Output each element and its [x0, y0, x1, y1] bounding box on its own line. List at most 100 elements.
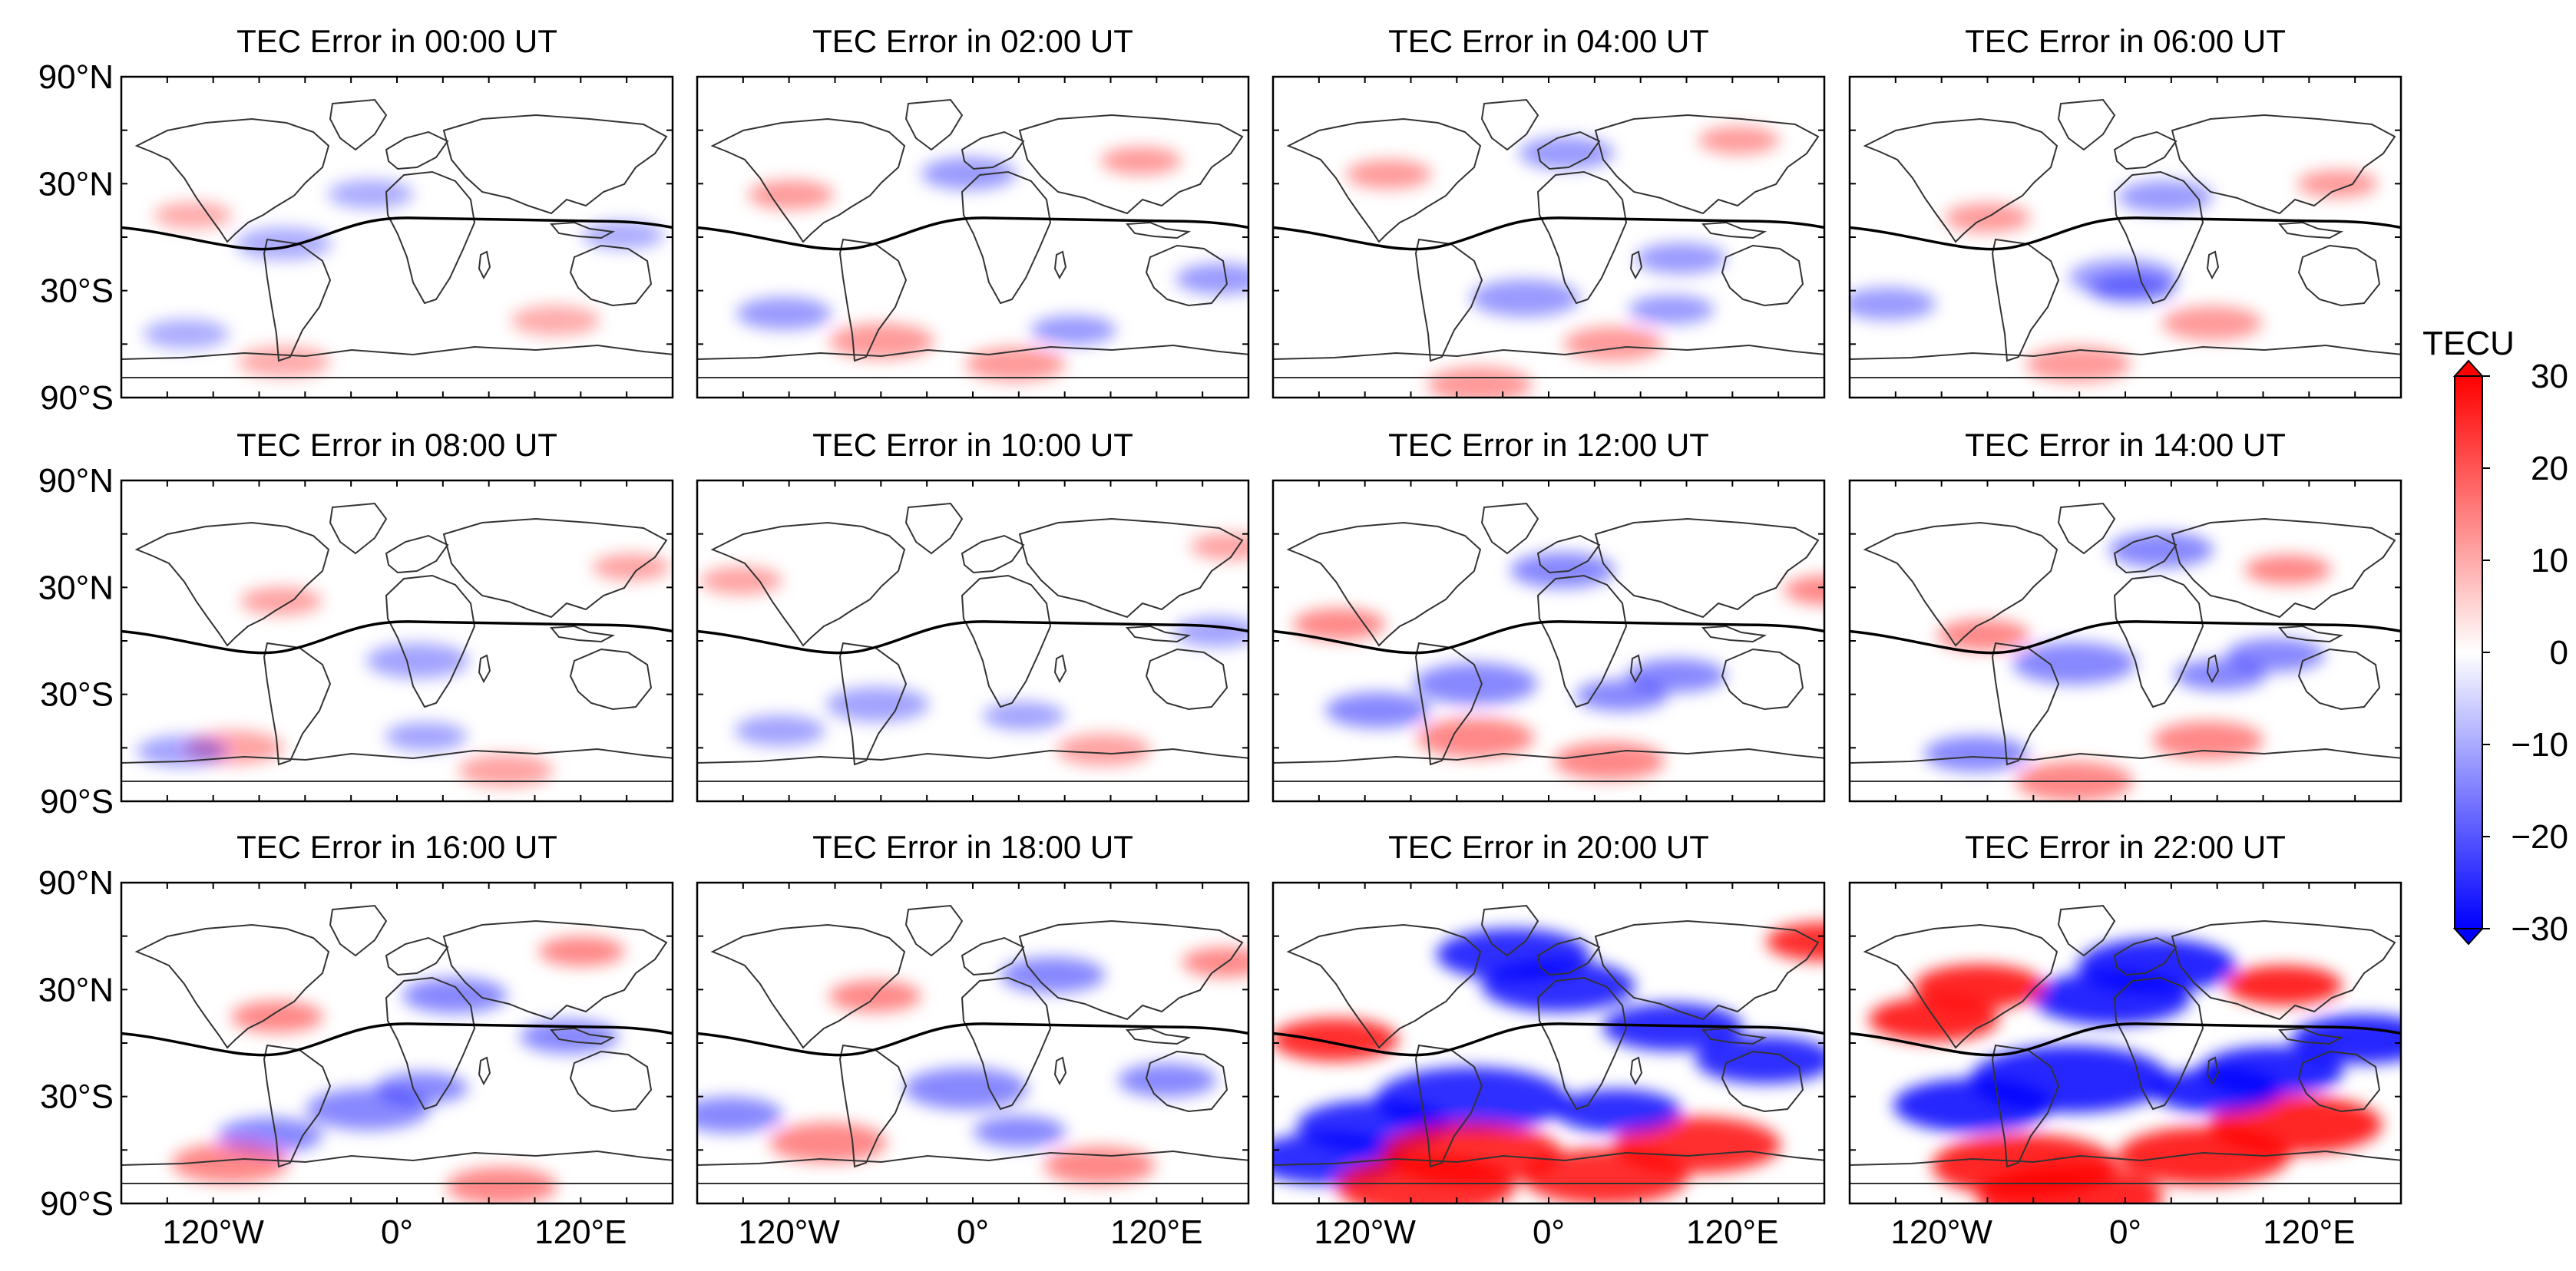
- panel-title: TEC Error in 20:00 UT: [1388, 829, 1709, 865]
- map-panels: TEC Error in 00:00 UT 90°N 30°N 30°S 90°S TEC…: [38, 23, 2402, 1251]
- error-blob: [1627, 659, 1727, 693]
- colorbar-tick-label: 10: [2531, 542, 2568, 579]
- y-tick-label: 30°S: [40, 676, 114, 714]
- x-tick-label: 120°E: [1686, 1213, 1778, 1251]
- y-tick-label: 90°S: [40, 1185, 114, 1223]
- x-tick-label: 0°: [1533, 1213, 1565, 1251]
- error-blob: [2226, 638, 2325, 672]
- error-blob: [1117, 1063, 1217, 1098]
- error-blob: [1043, 1146, 1156, 1185]
- error-blob: [1414, 662, 1538, 705]
- magnetic-equator-line: [1273, 1022, 1824, 1057]
- map-panel: TEC Error in 10:00 UT: [696, 427, 1250, 803]
- error-blob: [1522, 1148, 1688, 1203]
- magnetic-equator-line: [697, 1022, 1248, 1057]
- x-tick-label: 120°W: [1890, 1213, 1992, 1251]
- panel-title: TEC Error in 08:00 UT: [236, 427, 557, 463]
- error-blob: [1056, 733, 1152, 767]
- error-blob: [982, 702, 1065, 731]
- map-panel: TEC Error in 08:00 UT 90°N 30°N 30°S 90°S: [38, 427, 674, 820]
- error-field: [697, 947, 1248, 1185]
- error-blob: [1381, 1123, 1562, 1184]
- map-panel: TEC Error in 06:00 UT: [1848, 23, 2402, 399]
- error-blob: [965, 347, 1066, 381]
- panel-title: TEC Error in 10:00 UT: [812, 427, 1133, 463]
- map-panel: TEC Error in 00:00 UT 90°N 30°N 30°S 90°S: [38, 23, 674, 417]
- y-tick-label: 90°N: [38, 58, 114, 96]
- error-blob: [1346, 159, 1432, 190]
- error-blob: [699, 566, 782, 595]
- error-blob: [446, 1167, 557, 1203]
- error-blob: [2118, 180, 2214, 213]
- error-blob: [171, 1143, 289, 1184]
- error-field: [171, 936, 625, 1203]
- error-blob: [385, 722, 468, 751]
- error-blob: [1850, 287, 1936, 321]
- colorbar-tick-label: 30: [2531, 358, 2568, 395]
- error-blob: [769, 1122, 887, 1163]
- map-panel: TEC Error in 16:00 UT 90°N 30°N 30°S 90°S 120…: [38, 829, 674, 1251]
- error-blob: [1554, 1089, 1682, 1133]
- error-blob: [1913, 964, 2045, 1009]
- y-tick-label: 30°N: [38, 971, 114, 1009]
- error-blob: [1510, 552, 1615, 589]
- error-blob: [1629, 295, 1715, 325]
- error-blob: [1635, 243, 1727, 274]
- error-blob: [2244, 554, 2332, 585]
- error-blob: [1273, 1018, 1399, 1062]
- error-blob: [2161, 305, 2263, 341]
- map-panel: TEC Error in 04:00 UT: [1271, 23, 1826, 399]
- error-blob: [328, 179, 414, 210]
- error-blob: [1292, 608, 1386, 641]
- error-blob: [2078, 938, 2237, 992]
- magnetic-equator-line: [1273, 620, 1824, 655]
- error-blob: [973, 1115, 1066, 1148]
- x-tick-label: 120°W: [162, 1213, 264, 1251]
- panel-title: TEC Error in 22:00 UT: [1965, 829, 2286, 865]
- error-blob: [2108, 531, 2214, 568]
- y-tick-label: 30°N: [38, 165, 114, 203]
- colorbar-label: TECU: [2422, 325, 2515, 362]
- y-tick-label: 90°N: [38, 864, 114, 902]
- map-panel: TEC Error in 12:00 UT: [1271, 427, 1826, 803]
- error-blob: [904, 1067, 1028, 1110]
- error-blob: [1100, 147, 1182, 175]
- error-blob: [2199, 1045, 2344, 1095]
- error-blob: [2118, 1127, 2290, 1186]
- error-blob: [829, 322, 934, 359]
- error-blob: [921, 157, 1017, 190]
- map-panel: TEC Error in 22:00 UT 120°W 0° 120°E: [1848, 829, 2402, 1251]
- error-blob: [1182, 947, 1248, 978]
- error-blob: [237, 345, 331, 378]
- error-blob: [1695, 1035, 1824, 1084]
- colorbar-min-extend: [2452, 928, 2485, 946]
- error-blob: [2152, 721, 2264, 760]
- error-blob: [1977, 1165, 2164, 1203]
- error-field: [1923, 531, 2332, 801]
- panel-title: TEC Error in 12:00 UT: [1388, 427, 1709, 463]
- error-blob: [1519, 137, 1615, 170]
- error-blob: [240, 586, 322, 616]
- x-tick-label: 120°E: [534, 1213, 627, 1251]
- error-blob: [697, 1097, 783, 1134]
- panel-title: TEC Error in 02:00 UT: [812, 23, 1133, 59]
- colorbar: TECU 30 20 10 0 −10 −20 −30: [2422, 325, 2568, 948]
- error-blob: [1563, 326, 1664, 361]
- error-blob: [1893, 1078, 2052, 1133]
- magnetic-equator-line: [121, 620, 673, 655]
- magnetic-equator-line: [1850, 1022, 2401, 1057]
- y-tick-label: 90°S: [40, 379, 114, 417]
- panel-title: TEC Error in 00:00 UT: [236, 23, 557, 59]
- error-blob: [143, 319, 230, 349]
- error-blob: [1698, 126, 1780, 154]
- colorbar-tick-label: 0: [2550, 634, 2568, 672]
- magnetic-equator-line: [1273, 216, 1824, 251]
- error-field: [736, 147, 1248, 381]
- x-tick-label: 0°: [2109, 1213, 2141, 1251]
- y-tick-label: 30°S: [40, 1078, 114, 1116]
- colorbar-tick-label: −30: [2511, 910, 2568, 948]
- map-panel: TEC Error in 20:00 UT 120°W 0° 120°E: [1271, 829, 1826, 1251]
- error-blob: [1936, 619, 2030, 652]
- error-blob: [1766, 922, 1824, 962]
- error-blob: [1325, 692, 1430, 728]
